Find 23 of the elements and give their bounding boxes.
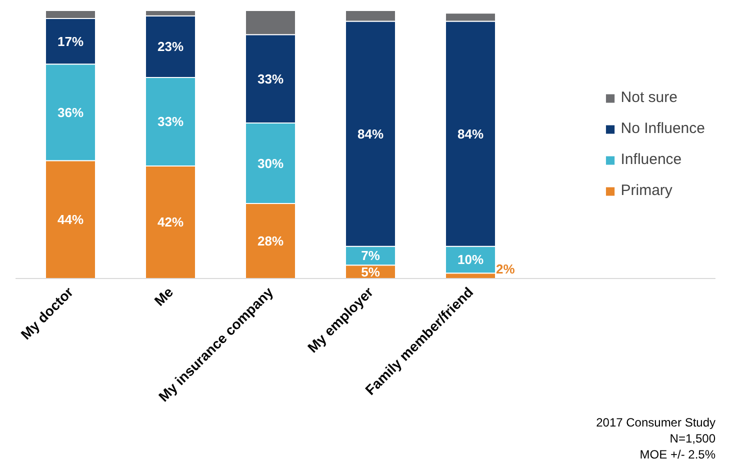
data-label: 33% xyxy=(257,71,284,86)
data-label: 84% xyxy=(457,126,484,142)
text: 2017 Consumer Study xyxy=(596,416,716,430)
data-label: 2% xyxy=(496,262,516,276)
data-label: 17% xyxy=(57,34,84,49)
legend-label: Primary xyxy=(620,182,672,199)
legend-label: Not sure xyxy=(620,89,678,106)
data-label: 33% xyxy=(157,114,184,130)
data-label: 10% xyxy=(457,252,484,268)
data-label: 23% xyxy=(157,39,184,54)
data-label: 36% xyxy=(57,104,84,120)
data-label: 28% xyxy=(257,233,284,248)
data-label: 7% xyxy=(361,248,380,264)
data-label: 5% xyxy=(361,264,380,280)
data-label: 42% xyxy=(157,214,184,230)
legend-label: No Influence xyxy=(620,120,705,137)
data-label: 30% xyxy=(257,156,284,171)
x-tick-label: Me xyxy=(151,284,176,309)
text: N=1,500 xyxy=(670,432,716,446)
legend-label: Influence xyxy=(620,151,682,168)
text: MOE +/- 2.5% xyxy=(640,448,716,462)
data-label: 84% xyxy=(357,126,384,142)
data-label: 44% xyxy=(57,212,84,228)
